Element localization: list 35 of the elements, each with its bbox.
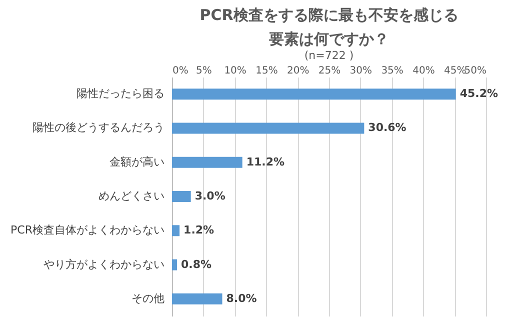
bar	[172, 122, 364, 134]
bar	[172, 191, 191, 202]
data-label: 45.2%	[460, 87, 498, 100]
bar	[172, 88, 456, 100]
x-tick-label: 5%	[196, 66, 212, 76]
y-tick-label: やり方がよくわからない	[44, 258, 164, 271]
y-tick-label: 陽性の後どうするんだろう	[32, 121, 164, 134]
text: PCR検査をする際に最も不安を感じる	[200, 6, 458, 24]
x-tick-label: 0%	[172, 66, 188, 76]
x-tick-label: 25%	[318, 66, 341, 76]
x-tick-label: 20%	[286, 66, 310, 76]
bar	[172, 259, 178, 270]
x-tick-label: 10%	[224, 66, 246, 76]
x-tick-label: 15%	[256, 66, 278, 76]
bar	[172, 156, 242, 168]
x-tick-label: 30%	[350, 66, 372, 76]
data-label: 3.0%	[194, 190, 226, 202]
data-label: 8.0%	[226, 292, 257, 305]
bar	[172, 225, 180, 236]
x-tick-label: 40%	[412, 66, 435, 76]
text: 要素は何ですか？	[269, 30, 389, 48]
bar	[172, 293, 222, 304]
data-label: 0.8%	[181, 258, 212, 271]
data-label: 1.2%	[184, 224, 214, 237]
y-tick-label: PCR検査自体がよくわからない	[10, 224, 164, 237]
data-label: 30.6%	[368, 121, 406, 134]
data-label: 11.2%	[246, 155, 285, 168]
x-tick-label: 45%	[444, 66, 466, 76]
x-tick-label: 50%	[464, 66, 486, 76]
x-tick-label: 35%	[381, 66, 404, 76]
chart-subtitle: (n=722 )	[304, 49, 354, 62]
y-tick-label: 陽性だったら困る	[76, 87, 164, 100]
y-tick-label: 金額が高い	[110, 155, 164, 168]
y-tick-label: その他	[132, 292, 164, 305]
y-tick-label: めんどくさい	[98, 190, 164, 202]
